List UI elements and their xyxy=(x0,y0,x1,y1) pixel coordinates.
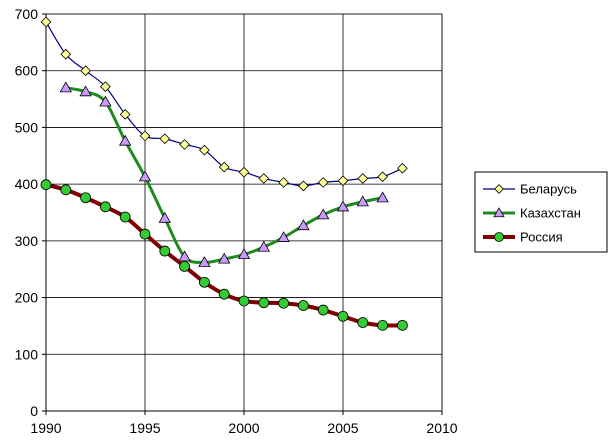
data-point xyxy=(119,109,131,120)
data-point xyxy=(99,95,112,107)
y-tick-label: 200 xyxy=(15,290,39,306)
legend-marker xyxy=(494,184,504,194)
data-point xyxy=(336,200,350,212)
data-point xyxy=(198,256,211,267)
data-point xyxy=(396,319,408,331)
series-3 xyxy=(40,179,408,331)
data-point xyxy=(218,252,231,264)
tick-labels: 0 100 200 300 400 500 600 700 1990 1995 2000 2005 20… xyxy=(15,6,458,436)
data-point xyxy=(79,85,92,97)
data-point xyxy=(397,162,408,174)
data-point xyxy=(199,144,210,156)
x-tick-label: 2010 xyxy=(426,420,457,436)
legend-marker xyxy=(493,207,505,218)
data-point xyxy=(179,260,191,272)
data-point xyxy=(238,295,250,307)
data-point xyxy=(198,276,210,288)
data-point xyxy=(298,180,309,192)
data-point xyxy=(119,134,132,146)
x-tick-label: 2000 xyxy=(228,420,259,436)
legend-marker xyxy=(494,232,504,242)
data-point xyxy=(100,201,111,213)
data-point xyxy=(317,177,329,188)
data-point xyxy=(40,16,52,28)
data-point xyxy=(80,192,91,204)
data-point xyxy=(357,317,369,328)
series-2 xyxy=(59,81,389,267)
data-point xyxy=(80,65,91,77)
series-1 xyxy=(40,16,408,192)
data-point xyxy=(159,245,171,257)
data-point xyxy=(139,130,151,142)
data-point xyxy=(178,250,191,262)
data-point xyxy=(218,161,230,173)
data-point xyxy=(278,177,289,188)
data-point xyxy=(356,195,369,207)
data-point xyxy=(278,297,290,309)
y-tick-label: 100 xyxy=(15,346,39,362)
y-tick-label: 0 xyxy=(30,403,38,419)
data-point xyxy=(377,319,389,331)
data-point xyxy=(258,297,270,309)
legend-entry-2: Казахстан xyxy=(483,206,581,221)
y-tick-label: 500 xyxy=(15,119,39,135)
axes xyxy=(42,13,443,415)
data-point xyxy=(237,248,251,259)
y-tick-label: 700 xyxy=(15,6,39,22)
data-point xyxy=(317,208,330,220)
data-point xyxy=(297,219,310,231)
grid xyxy=(45,13,443,412)
data-point xyxy=(376,191,389,203)
x-tick-label: 2005 xyxy=(327,420,358,436)
data-point xyxy=(377,171,388,183)
data-point xyxy=(277,231,290,242)
data-point xyxy=(297,300,309,311)
data-point xyxy=(119,211,131,223)
data-point xyxy=(179,139,190,150)
legend-label: Беларусь xyxy=(520,182,577,197)
data-point xyxy=(218,288,230,300)
data-point xyxy=(158,211,171,223)
series-layer xyxy=(40,16,408,331)
legend-label: Россия xyxy=(520,230,563,245)
data-point xyxy=(357,173,369,184)
legend[interactable]: Беларусь Казахстан Россия xyxy=(474,171,608,253)
data-point xyxy=(337,310,349,322)
data-point xyxy=(337,175,349,187)
data-point xyxy=(258,173,270,184)
data-point xyxy=(159,133,171,145)
x-tick-label: 1990 xyxy=(30,420,61,436)
y-tick-label: 600 xyxy=(15,63,39,79)
data-point xyxy=(317,304,329,316)
x-tick-label: 1995 xyxy=(129,420,160,436)
legend-entry-1: Беларусь xyxy=(483,182,577,197)
data-point xyxy=(138,170,152,182)
data-point xyxy=(40,179,52,191)
legend-entry-3: Россия xyxy=(483,230,563,245)
data-point xyxy=(60,48,72,60)
y-tick-label: 300 xyxy=(15,233,39,249)
data-point xyxy=(60,184,72,196)
legend-label: Казахстан xyxy=(520,206,581,221)
data-point xyxy=(59,81,72,93)
data-point xyxy=(100,81,111,92)
y-tick-label: 400 xyxy=(15,176,39,192)
data-point xyxy=(257,240,270,252)
data-point xyxy=(238,166,250,178)
data-point xyxy=(139,228,151,240)
